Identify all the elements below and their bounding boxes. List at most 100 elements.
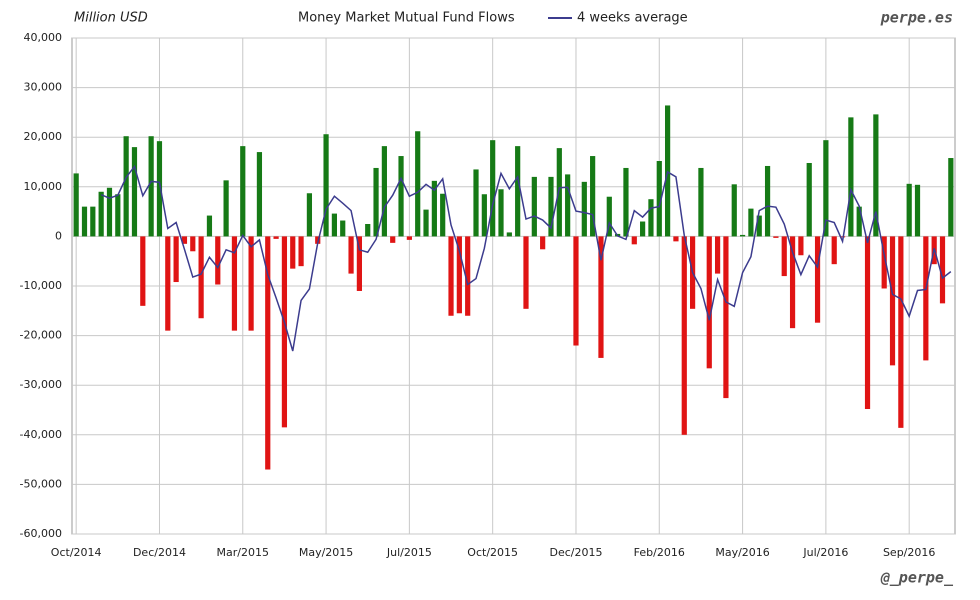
bar xyxy=(656,161,662,237)
x-tick-label: Oct/2015 xyxy=(467,546,518,559)
bar xyxy=(914,184,921,237)
y-tick-label: 0 xyxy=(55,229,62,242)
x-tick-label: Sep/2016 xyxy=(883,546,935,559)
bar xyxy=(565,174,571,237)
bar xyxy=(573,236,579,346)
bar xyxy=(673,236,679,242)
bar xyxy=(531,176,537,237)
bar xyxy=(714,236,721,274)
bar xyxy=(398,156,404,237)
average-line xyxy=(100,164,952,352)
bar xyxy=(939,236,946,304)
bar xyxy=(648,199,654,237)
bar xyxy=(198,236,204,319)
bar xyxy=(240,146,246,237)
bar xyxy=(340,220,346,237)
bar xyxy=(640,221,646,237)
bar xyxy=(798,236,804,256)
bar xyxy=(706,236,712,369)
bar xyxy=(631,236,637,245)
bar xyxy=(789,236,796,329)
y-tick-label: 30,000 xyxy=(24,81,63,94)
bar xyxy=(556,148,562,237)
bar xyxy=(106,187,113,237)
bar xyxy=(381,146,387,237)
bar xyxy=(681,236,687,435)
bar xyxy=(390,236,396,243)
y-axis-label: Million USD xyxy=(74,11,148,26)
bar xyxy=(415,131,421,237)
x-tick-label: Oct/2014 xyxy=(51,546,102,559)
bar xyxy=(131,147,138,237)
y-tick-label: -60,000 xyxy=(20,527,62,540)
bar xyxy=(906,183,912,237)
bar xyxy=(365,224,371,237)
bar xyxy=(473,169,479,237)
bar xyxy=(215,236,221,285)
bar xyxy=(590,156,596,237)
x-tick-label: Jul/2015 xyxy=(386,546,432,559)
bar xyxy=(873,114,879,237)
y-tick-label: -40,000 xyxy=(20,428,62,441)
bar xyxy=(481,194,487,237)
y-tick-label: -20,000 xyxy=(20,329,62,342)
y-tick-label: -50,000 xyxy=(20,477,62,490)
bar xyxy=(73,173,79,237)
credit: @_perpe_ xyxy=(880,569,954,587)
bar xyxy=(323,134,329,237)
bar xyxy=(731,184,737,237)
x-tick-label: Jul/2016 xyxy=(802,546,848,559)
bar xyxy=(498,189,504,237)
bar xyxy=(540,236,546,250)
bar xyxy=(698,167,704,237)
bar xyxy=(406,236,412,240)
chart-title: Money Market Mutual Fund Flows xyxy=(298,11,515,26)
legend-label: 4 weeks average xyxy=(577,11,688,26)
bar xyxy=(115,194,121,237)
bar xyxy=(256,152,263,237)
bar xyxy=(898,236,904,428)
bar xyxy=(173,236,179,283)
bar xyxy=(123,136,129,237)
bar xyxy=(306,193,313,237)
bar xyxy=(331,213,338,237)
x-tick-label: May/2016 xyxy=(715,546,769,559)
bar xyxy=(823,140,829,237)
x-tick-label: May/2015 xyxy=(299,546,353,559)
bar xyxy=(723,236,729,399)
bar xyxy=(440,193,446,237)
bar xyxy=(223,180,229,237)
bar xyxy=(156,141,163,237)
bar xyxy=(739,234,746,237)
bar xyxy=(665,105,671,237)
bar xyxy=(423,209,429,237)
bar xyxy=(248,236,254,331)
bar xyxy=(373,167,379,237)
bar xyxy=(506,232,512,237)
bar xyxy=(831,236,837,265)
bar xyxy=(90,206,96,237)
bar xyxy=(206,215,213,237)
bar xyxy=(814,236,821,323)
bar xyxy=(298,236,304,267)
y-tick-label: 10,000 xyxy=(24,180,63,193)
x-tick-label: Dec/2015 xyxy=(549,546,602,559)
bar xyxy=(231,236,238,331)
bar xyxy=(140,236,146,306)
bar xyxy=(265,236,271,470)
y-tick-label: 20,000 xyxy=(24,130,63,143)
bar xyxy=(465,236,471,316)
watermark: perpe.es xyxy=(880,9,953,27)
y-tick-label: 40,000 xyxy=(24,31,63,44)
bar xyxy=(165,236,171,331)
bar xyxy=(581,181,587,237)
bar xyxy=(548,176,554,237)
bar xyxy=(281,236,288,428)
bar xyxy=(273,236,279,239)
bar xyxy=(773,236,779,238)
bar xyxy=(148,136,154,237)
bar xyxy=(515,146,521,237)
bar xyxy=(448,236,454,316)
